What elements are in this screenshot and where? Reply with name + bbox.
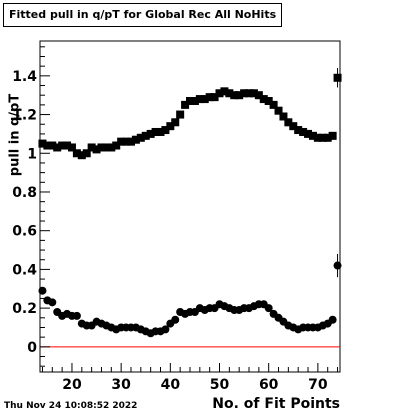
chart-title: Fitted pull in q/pT for Global Rec All N…	[3, 3, 282, 27]
data-point-circle	[333, 261, 342, 270]
data-point-square	[146, 129, 155, 138]
data-point-square	[176, 110, 185, 119]
y-tick-label: 0.2	[12, 301, 37, 317]
data-point-square	[318, 133, 327, 142]
data-point-square	[284, 118, 293, 127]
data-point-square	[181, 100, 190, 109]
data-point-square	[205, 93, 214, 102]
y-tick-label: 0.6	[12, 224, 37, 240]
y-tick-label: 0	[27, 340, 37, 356]
data-point-square	[63, 141, 72, 150]
data-point-square	[195, 95, 204, 104]
data-point-square	[53, 143, 62, 152]
data-point-square	[230, 91, 239, 100]
data-point-square	[215, 89, 224, 98]
data-point-square	[102, 143, 111, 152]
data-point-square	[126, 137, 135, 146]
x-axis-label: No. of Fit Points	[212, 396, 340, 412]
data-point-square	[72, 149, 81, 158]
y-tick-label: 1	[27, 146, 37, 162]
data-point-circle	[38, 286, 47, 295]
x-tick-label: 40	[161, 377, 181, 393]
data-point-square	[92, 145, 101, 154]
data-point-square	[190, 97, 199, 106]
x-tick-label: 30	[111, 377, 131, 393]
data-point-square	[254, 91, 263, 100]
data-point-square	[269, 100, 278, 109]
data-point-square	[313, 133, 322, 142]
data-point-square	[117, 137, 126, 146]
data-point-square	[279, 112, 288, 121]
data-point-square	[323, 133, 332, 142]
data-point-square	[122, 137, 131, 146]
data-point-square	[97, 143, 106, 152]
data-point-square	[264, 97, 273, 106]
data-point-square	[77, 151, 86, 160]
data-point-square	[289, 122, 298, 131]
data-point-square	[259, 95, 268, 104]
data-point-square	[186, 97, 194, 106]
data-point-square	[200, 95, 209, 104]
x-tick-label: 60	[259, 377, 279, 393]
data-point-square	[67, 143, 76, 152]
data-point-square	[308, 131, 317, 140]
data-point-square	[245, 89, 254, 98]
data-point-square	[156, 127, 165, 136]
data-point-square	[87, 143, 96, 152]
data-point-square	[151, 127, 160, 136]
y-tick-label: 0.8	[12, 185, 37, 201]
data-point-circle	[264, 304, 273, 313]
data-point-square	[136, 133, 145, 142]
data-point-circle	[328, 315, 337, 324]
data-point-square	[328, 131, 337, 140]
data-point-square	[299, 127, 308, 136]
x-tick-label: 70	[308, 377, 328, 393]
data-point-square	[48, 141, 57, 150]
data-point-square	[112, 141, 121, 150]
data-point-square	[161, 126, 170, 135]
data-point-square	[141, 131, 150, 140]
data-point-square	[333, 73, 342, 82]
data-point-square	[235, 91, 244, 100]
data-point-circle	[48, 298, 57, 307]
data-point-square	[249, 89, 258, 98]
data-point-square	[43, 141, 52, 150]
data-point-square	[210, 93, 219, 102]
x-tick-label: 20	[62, 377, 82, 393]
data-point-square	[240, 89, 249, 98]
data-point-square	[220, 87, 229, 96]
x-tick-label: 50	[210, 377, 230, 393]
data-point-circle	[72, 311, 81, 320]
data-point-square	[166, 122, 175, 131]
y-tick-label: 1.4	[12, 69, 37, 85]
data-point-square	[274, 106, 283, 115]
timestamp: Thu Nov 24 10:08:52 2022	[4, 401, 138, 411]
data-point-circle	[161, 325, 170, 334]
data-point-square	[171, 118, 180, 127]
data-point-circle	[171, 315, 180, 324]
data-point-square	[294, 126, 303, 135]
data-point-square	[304, 129, 313, 138]
y-tick-label: 0.4	[12, 262, 37, 278]
data-point-square	[107, 143, 116, 152]
data-point-square	[38, 139, 47, 148]
data-point-square	[82, 149, 91, 158]
y-tick-label: 1.2	[12, 108, 37, 124]
data-point-square	[131, 135, 140, 144]
data-point-square	[225, 89, 234, 98]
data-point-square	[58, 141, 67, 150]
